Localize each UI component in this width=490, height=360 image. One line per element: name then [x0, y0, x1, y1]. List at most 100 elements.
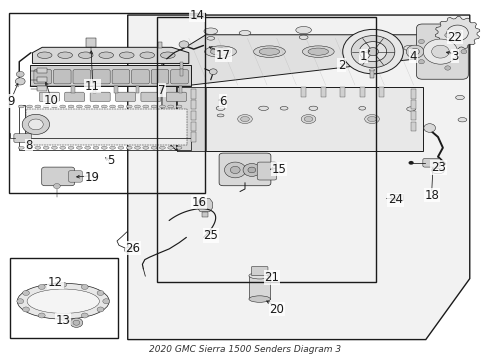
- Ellipse shape: [365, 114, 379, 123]
- Ellipse shape: [76, 105, 82, 108]
- FancyBboxPatch shape: [132, 69, 149, 84]
- Circle shape: [103, 299, 110, 304]
- Ellipse shape: [143, 146, 149, 149]
- Ellipse shape: [301, 114, 316, 123]
- Ellipse shape: [168, 146, 173, 149]
- Bar: [411, 111, 416, 120]
- Polygon shape: [176, 87, 423, 151]
- Bar: [191, 89, 196, 99]
- Polygon shape: [162, 62, 176, 150]
- Bar: [157, 86, 161, 93]
- FancyBboxPatch shape: [257, 162, 277, 180]
- Text: 2020 GMC Sierra 1500 Senders Diagram 3: 2020 GMC Sierra 1500 Senders Diagram 3: [149, 345, 341, 354]
- Bar: [26, 109, 187, 145]
- Text: 14: 14: [190, 9, 205, 22]
- Polygon shape: [32, 47, 189, 63]
- Ellipse shape: [68, 146, 74, 149]
- Ellipse shape: [110, 105, 116, 108]
- Circle shape: [409, 161, 414, 165]
- Bar: [411, 122, 416, 131]
- Bar: [37, 68, 47, 73]
- Circle shape: [224, 162, 246, 178]
- Ellipse shape: [118, 105, 124, 108]
- Ellipse shape: [51, 105, 57, 108]
- Ellipse shape: [259, 48, 280, 55]
- FancyBboxPatch shape: [14, 134, 31, 142]
- Bar: [301, 87, 306, 97]
- Ellipse shape: [43, 105, 49, 108]
- Circle shape: [16, 71, 24, 77]
- Text: 6: 6: [219, 95, 227, 108]
- FancyBboxPatch shape: [34, 69, 51, 84]
- Bar: [158, 41, 162, 48]
- Circle shape: [243, 163, 261, 176]
- Circle shape: [418, 39, 424, 44]
- Bar: [191, 100, 196, 109]
- Circle shape: [60, 282, 67, 287]
- Ellipse shape: [176, 105, 182, 108]
- Bar: [249, 276, 270, 299]
- Ellipse shape: [239, 31, 251, 36]
- Circle shape: [343, 30, 403, 74]
- Text: 12: 12: [48, 276, 63, 289]
- Ellipse shape: [120, 52, 134, 58]
- FancyBboxPatch shape: [141, 92, 161, 102]
- Circle shape: [351, 36, 395, 68]
- FancyBboxPatch shape: [423, 158, 441, 167]
- Circle shape: [359, 42, 387, 62]
- Circle shape: [411, 48, 419, 55]
- Ellipse shape: [35, 105, 41, 108]
- Ellipse shape: [60, 105, 66, 108]
- Ellipse shape: [407, 107, 416, 111]
- Text: 2: 2: [338, 59, 345, 72]
- Text: 19: 19: [85, 171, 100, 184]
- Ellipse shape: [18, 105, 24, 108]
- Ellipse shape: [101, 146, 107, 149]
- Text: 3: 3: [451, 50, 459, 63]
- FancyBboxPatch shape: [93, 69, 110, 84]
- Ellipse shape: [37, 52, 52, 58]
- Text: 16: 16: [192, 196, 207, 209]
- Text: 11: 11: [85, 80, 100, 93]
- Bar: [37, 77, 47, 82]
- Bar: [360, 87, 365, 97]
- Circle shape: [424, 124, 436, 132]
- Ellipse shape: [26, 105, 32, 108]
- Ellipse shape: [99, 52, 114, 58]
- Bar: [71, 86, 75, 93]
- Circle shape: [406, 45, 424, 58]
- FancyBboxPatch shape: [251, 266, 268, 276]
- Circle shape: [230, 166, 240, 174]
- Ellipse shape: [425, 75, 432, 78]
- Bar: [136, 86, 140, 93]
- Ellipse shape: [304, 117, 313, 122]
- Bar: [179, 62, 183, 69]
- Text: 25: 25: [203, 229, 218, 242]
- Ellipse shape: [135, 105, 141, 108]
- Circle shape: [445, 33, 451, 37]
- Circle shape: [53, 184, 60, 189]
- Text: 10: 10: [44, 94, 58, 107]
- FancyBboxPatch shape: [151, 69, 169, 84]
- Ellipse shape: [101, 105, 107, 108]
- FancyBboxPatch shape: [90, 92, 110, 102]
- Ellipse shape: [78, 52, 93, 58]
- Ellipse shape: [151, 146, 157, 149]
- Ellipse shape: [207, 37, 215, 40]
- Text: 1: 1: [360, 50, 368, 63]
- Circle shape: [38, 313, 45, 318]
- Bar: [202, 212, 208, 217]
- Ellipse shape: [143, 105, 149, 108]
- Circle shape: [28, 119, 43, 130]
- Circle shape: [432, 45, 449, 58]
- Ellipse shape: [296, 27, 312, 34]
- Bar: [93, 86, 97, 93]
- Circle shape: [38, 284, 45, 289]
- Circle shape: [17, 299, 24, 304]
- Ellipse shape: [249, 273, 270, 279]
- Ellipse shape: [160, 52, 175, 58]
- Text: 7: 7: [158, 84, 166, 97]
- Ellipse shape: [176, 146, 182, 149]
- Text: 4: 4: [410, 50, 417, 63]
- Text: 21: 21: [265, 271, 279, 284]
